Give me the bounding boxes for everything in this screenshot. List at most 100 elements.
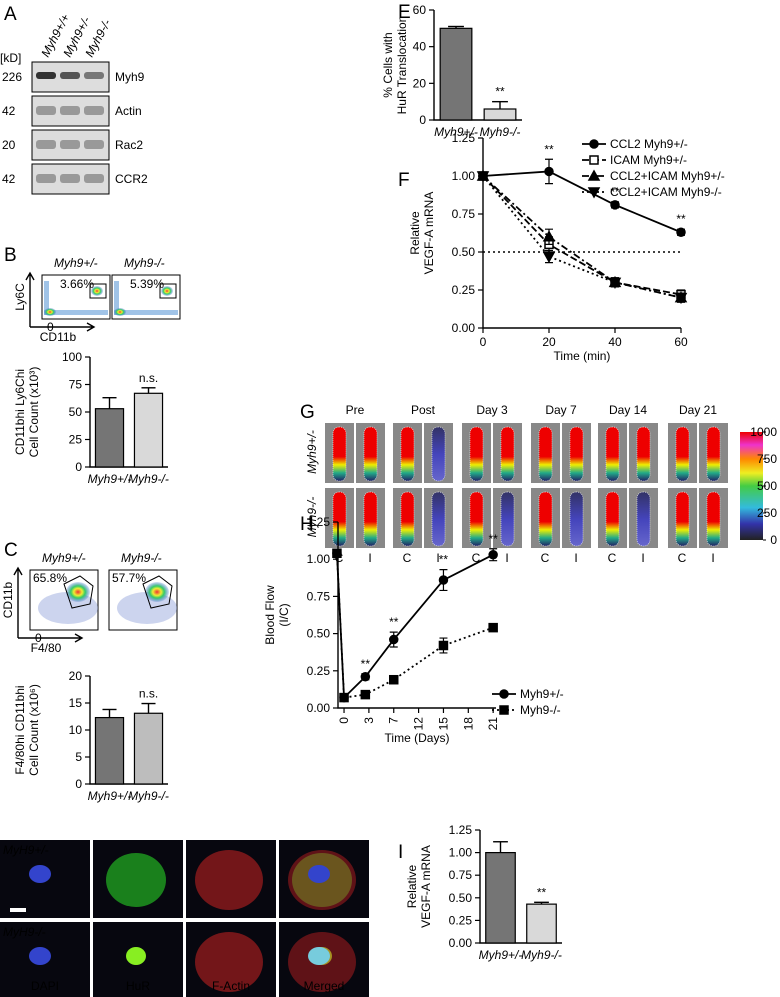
marker bbox=[332, 548, 342, 558]
band bbox=[84, 140, 104, 149]
y-tick-label: 50 bbox=[69, 405, 83, 419]
column-label: HuR bbox=[126, 979, 150, 993]
x-tick-label: 20 bbox=[542, 335, 556, 349]
panel-letter: H bbox=[300, 514, 314, 535]
panel-letter: A bbox=[4, 4, 17, 25]
perfusion-signal bbox=[500, 491, 515, 547]
gate bbox=[159, 283, 177, 299]
perfusion-signal bbox=[675, 426, 690, 482]
y-tick-label: 0.00 bbox=[449, 936, 473, 950]
y-tick-label: 1.00 bbox=[307, 552, 331, 566]
density bbox=[114, 281, 119, 315]
unit-label: [kD] bbox=[0, 51, 21, 65]
lane-label: I bbox=[368, 551, 371, 565]
y-tick-label: 25 bbox=[69, 433, 83, 447]
y-tick-label: 0 bbox=[75, 460, 82, 474]
significance: ** bbox=[488, 532, 498, 546]
perfusion-signal bbox=[332, 491, 347, 547]
colorbar-label: 500 bbox=[757, 479, 777, 493]
y-tick-label: 0.00 bbox=[452, 321, 476, 335]
marker bbox=[674, 292, 688, 305]
perfusion-signal bbox=[636, 491, 651, 547]
group-label: Myh9-/- bbox=[121, 551, 162, 565]
x-tick-label: Myh9+/- bbox=[479, 948, 523, 962]
protein-label: Actin bbox=[115, 104, 142, 118]
bar bbox=[483, 108, 517, 121]
marker bbox=[339, 692, 349, 703]
significance: ** bbox=[544, 142, 554, 156]
origin-label: 0 bbox=[47, 320, 54, 334]
stain bbox=[29, 865, 51, 883]
band bbox=[60, 140, 80, 149]
lane-label: I bbox=[505, 551, 508, 565]
y-tick-label: 0.75 bbox=[449, 868, 473, 882]
y-tick-label: 1.00 bbox=[449, 846, 473, 860]
y-tick-label: 1.25 bbox=[449, 823, 473, 837]
bar bbox=[133, 392, 164, 468]
kd-label: 42 bbox=[2, 172, 16, 186]
series-line bbox=[336, 553, 494, 700]
perfusion-signal bbox=[538, 491, 553, 547]
band bbox=[60, 106, 80, 115]
marker bbox=[499, 705, 509, 715]
x-tick-label: 15 bbox=[436, 717, 450, 731]
y-axis-label: Blood Flow bbox=[263, 585, 277, 645]
y-axis-label: % Cells with bbox=[381, 32, 395, 97]
x-tick-label: Myh9+/- bbox=[88, 472, 132, 486]
column-label: Post bbox=[411, 403, 436, 417]
y-tick-label: 1.25 bbox=[452, 131, 476, 145]
x-tick-label: Myh9-/- bbox=[128, 789, 169, 803]
band bbox=[84, 174, 104, 183]
gate bbox=[142, 575, 173, 609]
y-tick-label: 75 bbox=[69, 378, 83, 392]
column-label: Day 21 bbox=[679, 403, 717, 417]
scale-bar bbox=[10, 908, 26, 912]
y-tick-label: 40 bbox=[413, 40, 427, 54]
band bbox=[36, 106, 56, 115]
density bbox=[114, 310, 178, 315]
y-tick-label: 100 bbox=[62, 350, 82, 364]
x-tick-label: Myh9-/- bbox=[128, 472, 169, 486]
perfusion-signal bbox=[363, 426, 378, 482]
x-tick-label: 0 bbox=[337, 717, 351, 724]
protein-label: CCR2 bbox=[115, 172, 148, 186]
row-label: Myh9+/- bbox=[305, 430, 319, 474]
y-tick-label: 10 bbox=[69, 723, 83, 737]
y-tick-label: 5 bbox=[75, 750, 82, 764]
bar bbox=[94, 716, 125, 785]
lane-label: C bbox=[472, 551, 481, 565]
gate-percent: 57.7% bbox=[112, 571, 146, 585]
x-tick-label: 0 bbox=[480, 335, 487, 349]
marker bbox=[608, 277, 622, 289]
y-tick-label: 1.00 bbox=[452, 169, 476, 183]
density bbox=[145, 582, 169, 602]
lane-label: I bbox=[641, 551, 644, 565]
panel-letter: C bbox=[4, 540, 18, 561]
band bbox=[60, 174, 80, 183]
axis-arrow bbox=[18, 633, 84, 643]
marker bbox=[438, 640, 449, 651]
column-label: Day 7 bbox=[545, 403, 577, 417]
perfusion-signal bbox=[431, 491, 446, 547]
x-tick-label: Myh9+/- bbox=[434, 125, 478, 139]
perfusion-signal bbox=[363, 491, 378, 547]
legend-label: CCL2+ICAM Myh9+/- bbox=[610, 169, 725, 183]
colorbar-label: 1000 bbox=[750, 425, 777, 439]
series-line bbox=[482, 175, 682, 296]
perfusion-signal bbox=[605, 491, 620, 547]
stain bbox=[195, 932, 263, 992]
row-label: MyH9+/- bbox=[3, 843, 49, 857]
lane-label: I bbox=[574, 551, 577, 565]
perfusion-signal bbox=[706, 426, 721, 482]
marker bbox=[388, 634, 399, 645]
marker bbox=[589, 139, 599, 149]
axis-label: CD11b bbox=[40, 330, 77, 344]
y-axis-label: (I/C) bbox=[277, 603, 291, 626]
lane-label: C bbox=[678, 551, 687, 565]
perfusion-signal bbox=[538, 426, 553, 482]
marker bbox=[587, 169, 601, 181]
x-tick-label: 3 bbox=[362, 717, 376, 724]
axis-arrow bbox=[30, 322, 96, 332]
axis-arrow bbox=[13, 566, 23, 638]
marker bbox=[476, 171, 490, 183]
